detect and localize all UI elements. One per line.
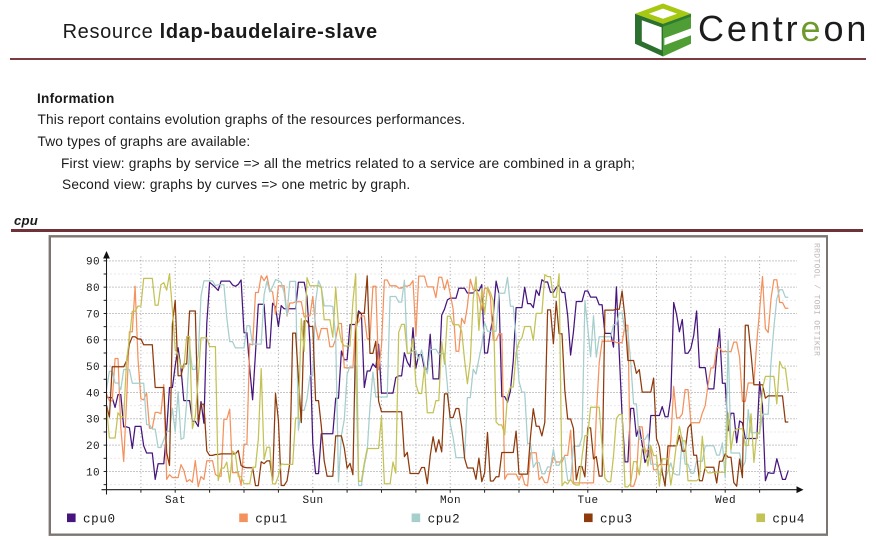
svg-text:cpu1: cpu1 — [255, 512, 288, 526]
svg-text:cpu3: cpu3 — [600, 512, 633, 526]
svg-text:Sun: Sun — [302, 495, 323, 507]
svg-text:80: 80 — [86, 282, 100, 294]
svg-text:10: 10 — [86, 467, 100, 479]
svg-text:Mon: Mon — [440, 495, 461, 507]
svg-text:20: 20 — [86, 440, 100, 452]
svg-text:30: 30 — [86, 414, 100, 426]
svg-text:90: 90 — [86, 256, 100, 268]
svg-text:cpu4: cpu4 — [772, 512, 805, 526]
svg-text:Sat: Sat — [165, 495, 186, 507]
svg-text:70: 70 — [86, 309, 100, 321]
svg-text:cpu0: cpu0 — [83, 512, 116, 526]
svg-text:40: 40 — [86, 388, 100, 400]
svg-text:60: 60 — [86, 335, 100, 347]
svg-text:Wed: Wed — [715, 495, 736, 507]
svg-text:Centreon: Centreon — [698, 8, 869, 49]
svg-text:Tue: Tue — [577, 495, 598, 507]
svg-text:50: 50 — [86, 361, 100, 373]
svg-text:cpu2: cpu2 — [428, 512, 461, 526]
svg-text:RRDTOOL / TOBI OETIKER: RRDTOOL / TOBI OETIKER — [812, 243, 821, 356]
